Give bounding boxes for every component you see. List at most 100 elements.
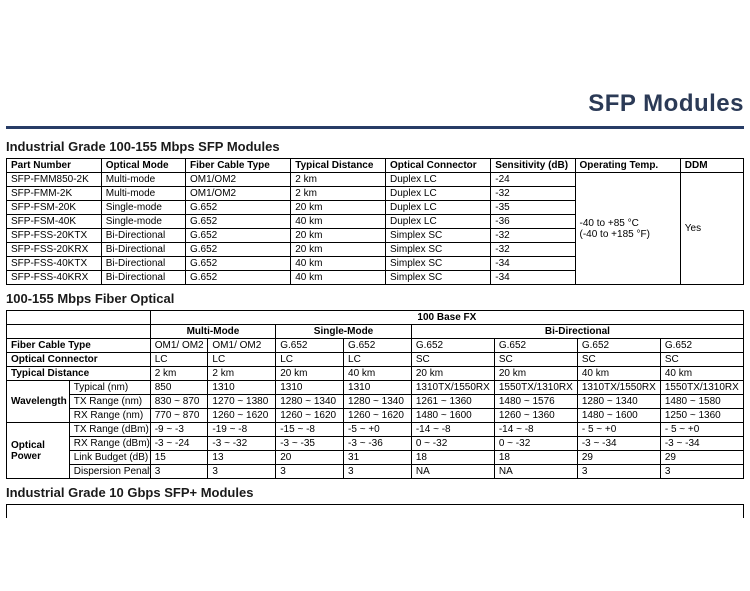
col-fiber-cable-type: Fiber Cable Type xyxy=(185,159,290,173)
cell: 2 km xyxy=(208,367,276,381)
cell: 1480 ~ 1600 xyxy=(411,409,494,423)
cell: 20 km xyxy=(291,201,386,215)
cell: 1310 xyxy=(208,381,276,395)
cell: Duplex LC xyxy=(386,215,491,229)
cell: -14 ~ -8 xyxy=(494,423,577,437)
table-row: Link Budget (dB) 15 13 20 31 18 18 29 29 xyxy=(7,451,744,465)
cell: 1480 ~ 1576 xyxy=(494,395,577,409)
cell: 20 km xyxy=(291,229,386,243)
cell: Duplex LC xyxy=(386,173,491,187)
cell: -32 xyxy=(491,229,575,243)
cell: -3 ~ -35 xyxy=(276,437,344,451)
cell: G.652 xyxy=(411,339,494,353)
cell: 3 xyxy=(577,465,660,479)
table-row: RX Range (nm) 770 ~ 870 1260 ~ 1620 1260… xyxy=(7,409,744,423)
cell: SC xyxy=(411,353,494,367)
cell: -3 ~ -32 xyxy=(208,437,276,451)
cell: G.652 xyxy=(185,215,290,229)
cell-ddm: Yes xyxy=(680,173,743,285)
cell: 20 km xyxy=(494,367,577,381)
row-label: Typical (nm) xyxy=(69,381,150,395)
cell: SFP-FMM850-2K xyxy=(7,173,102,187)
table-subheader-row: Multi-Mode Single-Mode Bi-Directional xyxy=(7,325,744,339)
cell: 18 xyxy=(411,451,494,465)
cell: -3 ~ -24 xyxy=(150,437,208,451)
cell: G.652 xyxy=(185,271,290,285)
cell: 40 km xyxy=(577,367,660,381)
cell: 830 ~ 870 xyxy=(150,395,208,409)
title-rule xyxy=(6,126,744,129)
row-label: RX Range (dBm) xyxy=(69,437,150,451)
cell: 1280 ~ 1340 xyxy=(344,395,412,409)
header-100-base-fx: 100 Base FX xyxy=(150,311,743,325)
cell: 20 km xyxy=(276,367,344,381)
cell: NA xyxy=(411,465,494,479)
col-operating-temp: Operating Temp. xyxy=(575,159,680,173)
temp-line-1: -40 to +85 °C xyxy=(580,218,639,229)
cell: NA xyxy=(494,465,577,479)
cell: SFP-FSM-20K xyxy=(7,201,102,215)
cell: G.652 xyxy=(577,339,660,353)
table-row: Dispersion Penalty (dB) 3 3 3 3 NA NA 3 … xyxy=(7,465,744,479)
cell: SFP-FSS-40KTX xyxy=(7,257,102,271)
cell: G.652 xyxy=(276,339,344,353)
cell: 15 xyxy=(150,451,208,465)
cell: 29 xyxy=(577,451,660,465)
cell: 40 km xyxy=(660,367,743,381)
row-label-typical-distance: Typical Distance xyxy=(7,367,151,381)
cell: 1250 ~ 1360 xyxy=(660,409,743,423)
cell: Simplex SC xyxy=(386,243,491,257)
table-row: Typical Distance 2 km 2 km 20 km 40 km 2… xyxy=(7,367,744,381)
cell: Bi-Directional xyxy=(101,271,185,285)
cell: Multi-mode xyxy=(101,187,185,201)
table-row: RX Range (dBm) -3 ~ -24 -3 ~ -32 -3 ~ -3… xyxy=(7,437,744,451)
table-row: Fiber Cable Type OM1/ OM2 OM1/ OM2 G.652… xyxy=(7,339,744,353)
cell: LC xyxy=(208,353,276,367)
cell: G.652 xyxy=(185,201,290,215)
cell: -34 xyxy=(491,271,575,285)
cell: - 5 ~ +0 xyxy=(577,423,660,437)
cell: 1310TX/1550RX xyxy=(577,381,660,395)
cell: -32 xyxy=(491,187,575,201)
cell: G.652 xyxy=(344,339,412,353)
cell: 40 km xyxy=(291,271,386,285)
cell: - 5 ~ +0 xyxy=(660,423,743,437)
row-label: TX Range (nm) xyxy=(69,395,150,409)
section-3-heading: Industrial Grade 10 Gbps SFP+ Modules xyxy=(6,485,744,500)
cell: OM1/OM2 xyxy=(185,187,290,201)
cell: G.652 xyxy=(185,229,290,243)
cell: 31 xyxy=(344,451,412,465)
cell: 3 xyxy=(660,465,743,479)
cell: 40 km xyxy=(291,215,386,229)
cell: SFP-FSS-20KRX xyxy=(7,243,102,257)
cell: 1480 ~ 1600 xyxy=(577,409,660,423)
table-row: TX Range (nm) 830 ~ 870 1270 ~ 1380 1280… xyxy=(7,395,744,409)
cell: 1260 ~ 1360 xyxy=(494,409,577,423)
cell: OM1/OM2 xyxy=(185,173,290,187)
cell: -3 ~ -34 xyxy=(660,437,743,451)
cell: -14 ~ -8 xyxy=(411,423,494,437)
cell: Multi-mode xyxy=(101,173,185,187)
table-header-row: 100 Base FX xyxy=(7,311,744,325)
cell: 1550TX/1310RX xyxy=(660,381,743,395)
cell: Simplex SC xyxy=(386,229,491,243)
cell: 40 km xyxy=(291,257,386,271)
row-label-optical-connector: Optical Connector xyxy=(7,353,151,367)
cell: 3 xyxy=(276,465,344,479)
table-row: Optical Connector LC LC LC LC SC SC SC S… xyxy=(7,353,744,367)
cell: 770 ~ 870 xyxy=(150,409,208,423)
cell: 3 xyxy=(344,465,412,479)
cell: SC xyxy=(660,353,743,367)
cell: 1280 ~ 1340 xyxy=(276,395,344,409)
cell: -35 xyxy=(491,201,575,215)
cell: 3 xyxy=(208,465,276,479)
cell: 13 xyxy=(208,451,276,465)
cell: Bi-Directional xyxy=(101,243,185,257)
col-optical-connector: Optical Connector xyxy=(386,159,491,173)
cell: 18 xyxy=(494,451,577,465)
cell: 2 km xyxy=(291,173,386,187)
table-row: Wavelength Typical (nm) 850 1310 1310 13… xyxy=(7,381,744,395)
cell: SFP-FSS-40KRX xyxy=(7,271,102,285)
cell: -19 ~ -8 xyxy=(208,423,276,437)
cell: 1550TX/1310RX xyxy=(494,381,577,395)
